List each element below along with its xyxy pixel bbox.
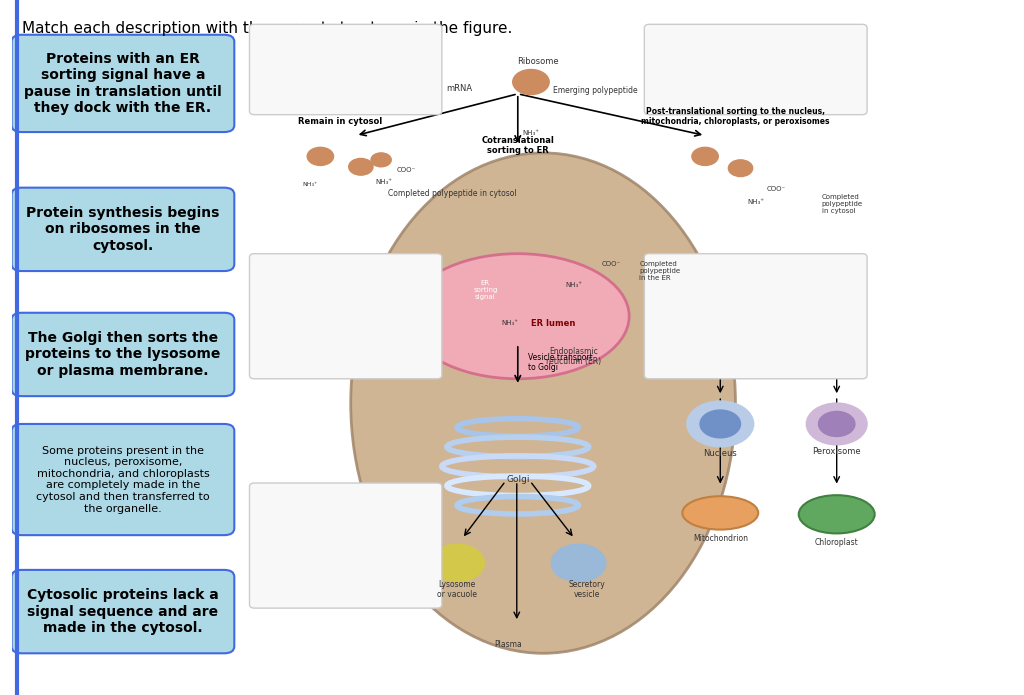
- Text: Mitochondrion: Mitochondrion: [693, 534, 748, 543]
- Text: ER lumen: ER lumen: [531, 319, 575, 327]
- FancyBboxPatch shape: [644, 254, 867, 379]
- FancyBboxPatch shape: [11, 35, 234, 132]
- Text: Emerging polypeptide: Emerging polypeptide: [553, 86, 638, 95]
- Text: COO⁻: COO⁻: [766, 186, 785, 192]
- Circle shape: [728, 160, 753, 177]
- FancyBboxPatch shape: [250, 483, 442, 608]
- Text: ER
sorting
signal: ER sorting signal: [473, 280, 498, 300]
- Text: mRNA: mRNA: [446, 84, 472, 92]
- FancyBboxPatch shape: [11, 188, 234, 271]
- Text: COO⁻: COO⁻: [601, 261, 621, 267]
- Text: Cytosolic proteins lack a
signal sequence and are
made in the cytosol.: Cytosolic proteins lack a signal sequenc…: [27, 589, 219, 635]
- Text: NH₃⁺: NH₃⁺: [376, 179, 392, 185]
- Text: NH₃⁺: NH₃⁺: [501, 320, 518, 326]
- Text: Peroxisome: Peroxisome: [812, 448, 861, 456]
- Text: Endoplasmic
reticulum (ER): Endoplasmic reticulum (ER): [546, 347, 601, 366]
- Circle shape: [692, 147, 718, 165]
- FancyBboxPatch shape: [11, 424, 234, 535]
- Circle shape: [371, 153, 391, 167]
- Text: Vesicle transport
to Golgi: Vesicle transport to Golgi: [528, 353, 593, 373]
- Text: Protein synthesis begins
on ribosomes in the
cytosol.: Protein synthesis begins on ribosomes in…: [27, 206, 219, 252]
- Text: The Golgi then sorts the
proteins to the lysosome
or plasma membrane.: The Golgi then sorts the proteins to the…: [26, 332, 220, 377]
- Text: Lysosome
or vacuole: Lysosome or vacuole: [437, 580, 477, 599]
- Ellipse shape: [351, 153, 735, 653]
- Circle shape: [687, 401, 754, 447]
- Circle shape: [430, 544, 484, 582]
- Text: NH₃⁺: NH₃⁺: [565, 282, 582, 288]
- Text: NH₃⁺: NH₃⁺: [748, 199, 764, 204]
- Text: NH₃⁺: NH₃⁺: [522, 131, 540, 136]
- Text: Match each description with the correct structures in the figure.: Match each description with the correct …: [22, 21, 512, 36]
- Text: Nucleus: Nucleus: [703, 450, 737, 458]
- Circle shape: [806, 403, 867, 445]
- Ellipse shape: [407, 254, 629, 379]
- Text: Plasma: Plasma: [494, 641, 521, 649]
- Text: Post-translational sorting to the nucleus,
mitochondria, chloroplasts, or peroxi: Post-translational sorting to the nucleu…: [641, 107, 829, 126]
- FancyBboxPatch shape: [250, 254, 442, 379]
- FancyBboxPatch shape: [644, 24, 867, 115]
- Text: Secretory
vesicle: Secretory vesicle: [568, 580, 605, 599]
- Circle shape: [700, 410, 740, 438]
- FancyBboxPatch shape: [11, 570, 234, 653]
- Text: Completed
polypeptide
in the ER: Completed polypeptide in the ER: [639, 261, 680, 281]
- Ellipse shape: [682, 496, 758, 530]
- Text: Cotranslational
sorting to ER: Cotranslational sorting to ER: [481, 136, 554, 155]
- Ellipse shape: [799, 495, 874, 534]
- Text: Some proteins present in the
nucleus, peroxisome,
mitochondria, and chloroplasts: Some proteins present in the nucleus, pe…: [36, 445, 210, 514]
- Circle shape: [513, 70, 549, 95]
- Text: NH₃⁺: NH₃⁺: [303, 181, 317, 187]
- Text: Proteins with an ER
sorting signal have a
pause in translation until
they dock w: Proteins with an ER sorting signal have …: [25, 52, 222, 115]
- Circle shape: [349, 158, 373, 175]
- Text: Golgi: Golgi: [506, 475, 529, 484]
- Circle shape: [307, 147, 334, 165]
- Circle shape: [818, 411, 855, 436]
- Text: Remain in cytosol: Remain in cytosol: [298, 117, 383, 126]
- Text: Completed
polypeptide
in cytosol: Completed polypeptide in cytosol: [821, 195, 862, 214]
- Text: COO⁻: COO⁻: [396, 167, 416, 173]
- FancyBboxPatch shape: [250, 24, 442, 115]
- Text: Chloroplast: Chloroplast: [815, 538, 858, 546]
- Text: Completed polypeptide in cytosol: Completed polypeptide in cytosol: [388, 189, 516, 197]
- Circle shape: [551, 544, 606, 582]
- Text: Ribosome: Ribosome: [517, 57, 559, 66]
- FancyBboxPatch shape: [11, 313, 234, 396]
